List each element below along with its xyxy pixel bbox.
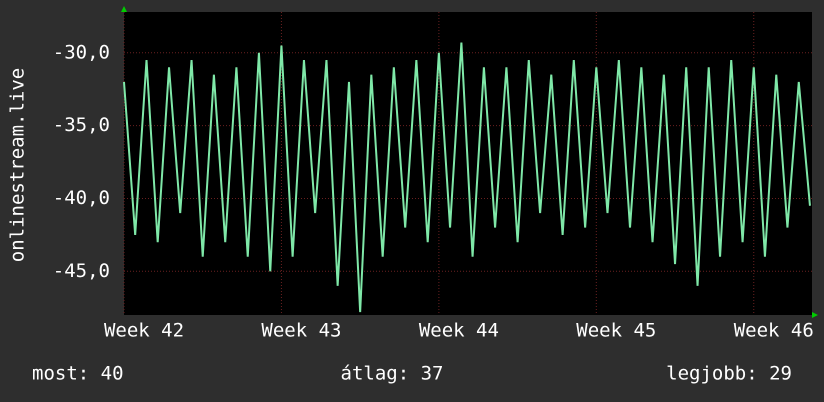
x-tick-label: Week 45 <box>576 320 656 342</box>
y-tick-label: -35,0 <box>53 114 110 136</box>
axis-arrow <box>121 6 127 12</box>
x-tick-label: Week 46 <box>734 320 814 342</box>
x-tick-label: Week 44 <box>419 320 499 342</box>
data-line <box>123 42 811 313</box>
y-tick-label: -45,0 <box>53 260 110 282</box>
x-tick-label: Week 42 <box>104 320 184 342</box>
x-tick-label: Week 43 <box>261 320 341 342</box>
stat-best: legjobb: 29 <box>666 363 792 385</box>
axis-arrow <box>812 312 818 318</box>
stat-average: átlag: 37 <box>341 363 444 385</box>
y-axis-label: onlinestream.live <box>7 68 29 262</box>
stat-current: most: 40 <box>32 363 124 385</box>
y-tick-label: -30,0 <box>53 41 110 63</box>
y-tick-label: -40,0 <box>53 187 110 209</box>
